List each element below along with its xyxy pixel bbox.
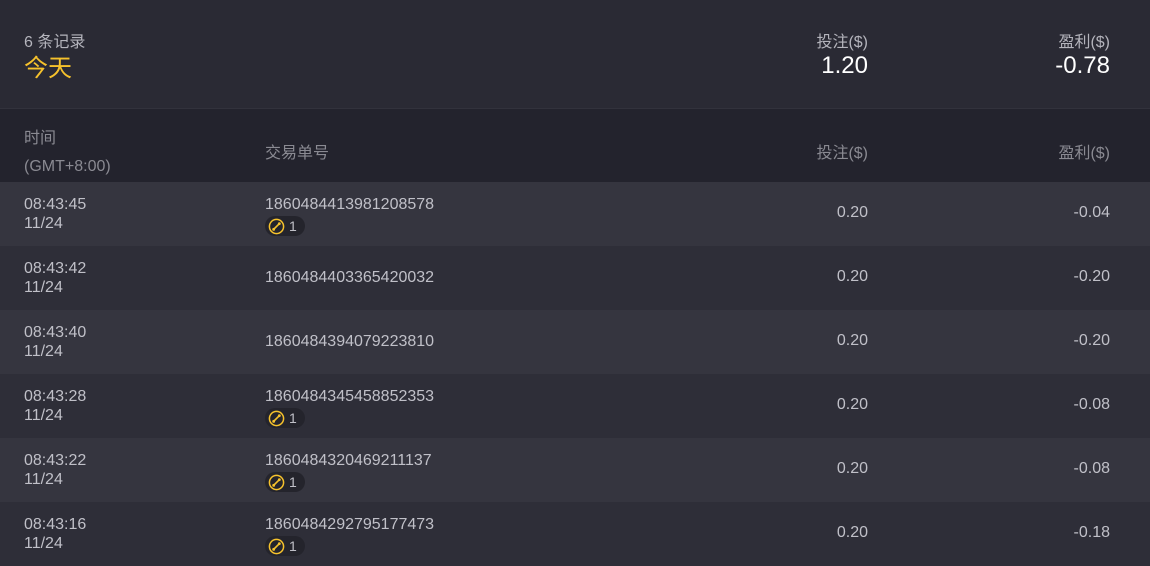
table-body: 08:43:45 11/24 1860484413981208578 1 0.2…	[0, 182, 1150, 566]
time: 08:43:42	[24, 260, 87, 277]
column-bet: 投注($)	[816, 145, 868, 162]
bet-total-value: 1.20	[821, 52, 868, 79]
profit-amount: -0.08	[1073, 396, 1110, 413]
badge-count: 1	[289, 538, 297, 554]
column-timezone: (GMT+8:00)	[24, 158, 111, 175]
row-order: 1860484345458852353 1	[265, 387, 434, 432]
bet-amount: 0.20	[836, 204, 868, 221]
table-row[interactable]: 08:43:40 11/24 1860484394079223810 0.20 …	[0, 310, 1150, 374]
column-time: 时间 (GMT+8:00)	[24, 125, 111, 181]
table-row[interactable]: 08:43:42 11/24 1860484403365420032 0.20 …	[0, 246, 1150, 310]
table-row[interactable]: 08:43:22 11/24 1860484320469211137 1 0.2…	[0, 438, 1150, 502]
row-time: 08:43:42 11/24	[24, 259, 86, 297]
row-order: 1860484394079223810	[265, 332, 434, 351]
column-time-label: 时间	[24, 130, 57, 147]
row-time: 08:43:22 11/24	[24, 451, 86, 489]
time: 08:43:28	[24, 388, 87, 405]
column-order-id: 交易单号	[265, 145, 330, 162]
spin-icon	[268, 410, 285, 426]
time: 08:43:40	[24, 324, 87, 341]
order-id[interactable]: 1860484345458852353	[265, 388, 435, 405]
order-id[interactable]: 1860484320469211137	[265, 452, 432, 469]
order-id[interactable]: 1860484394079223810	[265, 333, 435, 350]
profit-amount: -0.20	[1073, 268, 1110, 285]
order-id[interactable]: 1860484403365420032	[265, 269, 435, 286]
table-row[interactable]: 08:43:16 11/24 1860484292795177473 1 0.2…	[0, 502, 1150, 566]
table-row[interactable]: 08:43:45 11/24 1860484413981208578 1 0.2…	[0, 182, 1150, 246]
badge-count: 1	[289, 218, 297, 234]
free-spin-badge: 1	[265, 216, 305, 236]
date: 11/24	[24, 535, 63, 552]
bet-total-label: 投注($)	[816, 34, 868, 51]
order-id[interactable]: 1860484292795177473	[265, 516, 435, 533]
column-profit: 盈利($)	[1058, 145, 1110, 162]
free-spin-badge: 1	[265, 472, 305, 492]
row-order: 1860484413981208578 1	[265, 195, 434, 240]
date: 11/24	[24, 343, 63, 360]
bet-amount: 0.20	[836, 268, 868, 285]
spin-icon	[268, 538, 285, 554]
table-row[interactable]: 08:43:28 11/24 1860484345458852353 1 0.2…	[0, 374, 1150, 438]
bet-amount: 0.20	[836, 460, 868, 477]
profit-amount: -0.04	[1073, 204, 1110, 221]
row-time: 08:43:40 11/24	[24, 323, 86, 361]
bet-amount: 0.20	[836, 332, 868, 349]
summary-header: 6 条记录 今天 投注($) 1.20 盈利($) -0.78	[0, 0, 1150, 109]
row-order: 1860484320469211137 1	[265, 451, 432, 496]
record-count: 6 条记录	[24, 34, 86, 51]
row-order: 1860484403365420032	[265, 268, 434, 287]
table-header: 时间 (GMT+8:00) 交易单号 投注($) 盈利($)	[0, 109, 1150, 182]
profit-total-label: 盈利($)	[1058, 34, 1110, 51]
order-id[interactable]: 1860484413981208578	[265, 196, 435, 213]
profit-total-value: -0.78	[1055, 52, 1110, 79]
bet-amount: 0.20	[836, 396, 868, 413]
bet-total: 投注($) 1.20	[816, 28, 868, 80]
profit-amount: -0.08	[1073, 460, 1110, 477]
date: 11/24	[24, 279, 63, 296]
badge-count: 1	[289, 474, 297, 490]
date: 11/24	[24, 215, 63, 232]
badge-count: 1	[289, 410, 297, 426]
row-time: 08:43:28 11/24	[24, 387, 86, 425]
free-spin-badge: 1	[265, 536, 305, 556]
time: 08:43:16	[24, 516, 87, 533]
bet-amount: 0.20	[836, 524, 868, 541]
date: 11/24	[24, 471, 63, 488]
period-label[interactable]: 今天	[24, 55, 72, 82]
row-time: 08:43:16 11/24	[24, 515, 86, 553]
spin-icon	[268, 218, 285, 234]
date: 11/24	[24, 407, 63, 424]
profit-amount: -0.18	[1073, 524, 1110, 541]
profit-amount: -0.20	[1073, 332, 1110, 349]
time: 08:43:45	[24, 196, 87, 213]
profit-total: 盈利($) -0.78	[1055, 28, 1110, 80]
time: 08:43:22	[24, 452, 87, 469]
spin-icon	[268, 474, 285, 490]
row-order: 1860484292795177473 1	[265, 515, 434, 560]
row-time: 08:43:45 11/24	[24, 195, 86, 233]
free-spin-badge: 1	[265, 408, 305, 428]
